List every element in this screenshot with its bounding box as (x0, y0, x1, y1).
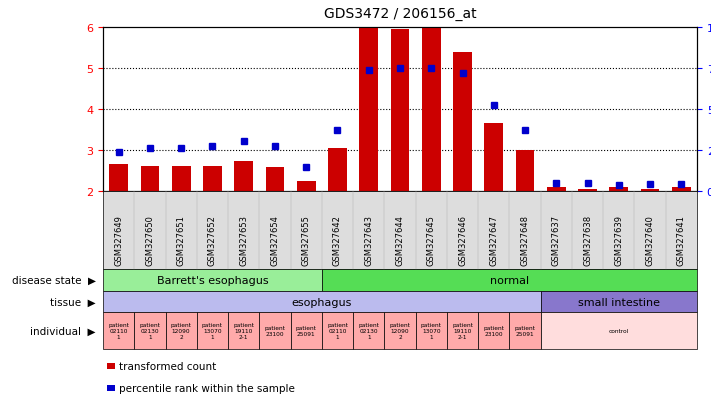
Bar (266, 168, 284, 192)
Bar (641, 190, 660, 192)
Text: GSM327652: GSM327652 (208, 214, 217, 265)
Text: GSM327654: GSM327654 (270, 214, 279, 265)
Text: patient
19110
2-1: patient 19110 2-1 (452, 323, 473, 339)
Text: Barrett's esophagus: Barrett's esophagus (156, 275, 268, 285)
Bar (422, 28, 441, 192)
Bar (359, 28, 378, 192)
Text: disease state  ▶: disease state ▶ (12, 275, 96, 285)
Bar (609, 188, 629, 192)
Text: GDS3472 / 206156_at: GDS3472 / 206156_at (324, 7, 476, 21)
Text: patient
02130
1: patient 02130 1 (358, 323, 379, 339)
Text: GSM327638: GSM327638 (583, 214, 592, 265)
Text: individual  ▶: individual ▶ (31, 326, 96, 336)
Text: patient
13070
1: patient 13070 1 (421, 323, 442, 339)
Text: GSM327651: GSM327651 (176, 214, 186, 265)
Bar (515, 151, 535, 192)
Text: patient
12090
2: patient 12090 2 (171, 323, 191, 339)
Text: GSM327642: GSM327642 (333, 214, 342, 265)
Bar (203, 167, 222, 192)
Text: GSM327644: GSM327644 (395, 214, 405, 265)
Text: patient
13070
1: patient 13070 1 (202, 323, 223, 339)
Text: control: control (609, 328, 629, 333)
Bar (547, 188, 566, 192)
Text: esophagus: esophagus (292, 297, 352, 307)
Text: patient
25091: patient 25091 (296, 325, 316, 336)
Text: patient
23100: patient 23100 (483, 325, 504, 336)
Bar (109, 165, 128, 192)
Text: GSM327641: GSM327641 (677, 214, 686, 265)
Bar (296, 181, 316, 192)
Bar (453, 52, 472, 192)
Text: patient
02110
1: patient 02110 1 (327, 323, 348, 339)
Text: GSM327640: GSM327640 (646, 214, 655, 265)
Text: patient
02130
1: patient 02130 1 (139, 323, 161, 339)
Bar (390, 30, 410, 192)
Bar (484, 124, 503, 192)
Text: GSM327637: GSM327637 (552, 214, 561, 265)
Bar (141, 167, 159, 192)
Text: GSM327645: GSM327645 (427, 214, 436, 265)
Text: GSM327647: GSM327647 (489, 214, 498, 265)
Text: tissue  ▶: tissue ▶ (50, 297, 96, 307)
Bar (235, 162, 253, 192)
Text: normal: normal (490, 275, 529, 285)
Text: patient
25091: patient 25091 (515, 325, 535, 336)
Text: patient
12090
2: patient 12090 2 (390, 323, 410, 339)
Text: transformed count: transformed count (119, 361, 216, 371)
Bar (578, 190, 597, 192)
Text: GSM327649: GSM327649 (114, 214, 123, 265)
Text: GSM327646: GSM327646 (458, 214, 467, 265)
Text: patient
23100: patient 23100 (264, 325, 285, 336)
Text: GSM327655: GSM327655 (301, 214, 311, 265)
Text: patient
02110
1: patient 02110 1 (108, 323, 129, 339)
Text: small intestine: small intestine (578, 297, 660, 307)
Text: patient
19110
2-1: patient 19110 2-1 (233, 323, 254, 339)
Text: GSM327650: GSM327650 (145, 214, 154, 265)
Text: GSM327648: GSM327648 (520, 214, 530, 265)
Bar (328, 149, 347, 192)
Text: percentile rank within the sample: percentile rank within the sample (119, 383, 294, 393)
Text: GSM327643: GSM327643 (364, 214, 373, 265)
Bar (172, 167, 191, 192)
Text: GSM327653: GSM327653 (239, 214, 248, 265)
Text: GSM327639: GSM327639 (614, 214, 624, 265)
Bar (672, 188, 691, 192)
